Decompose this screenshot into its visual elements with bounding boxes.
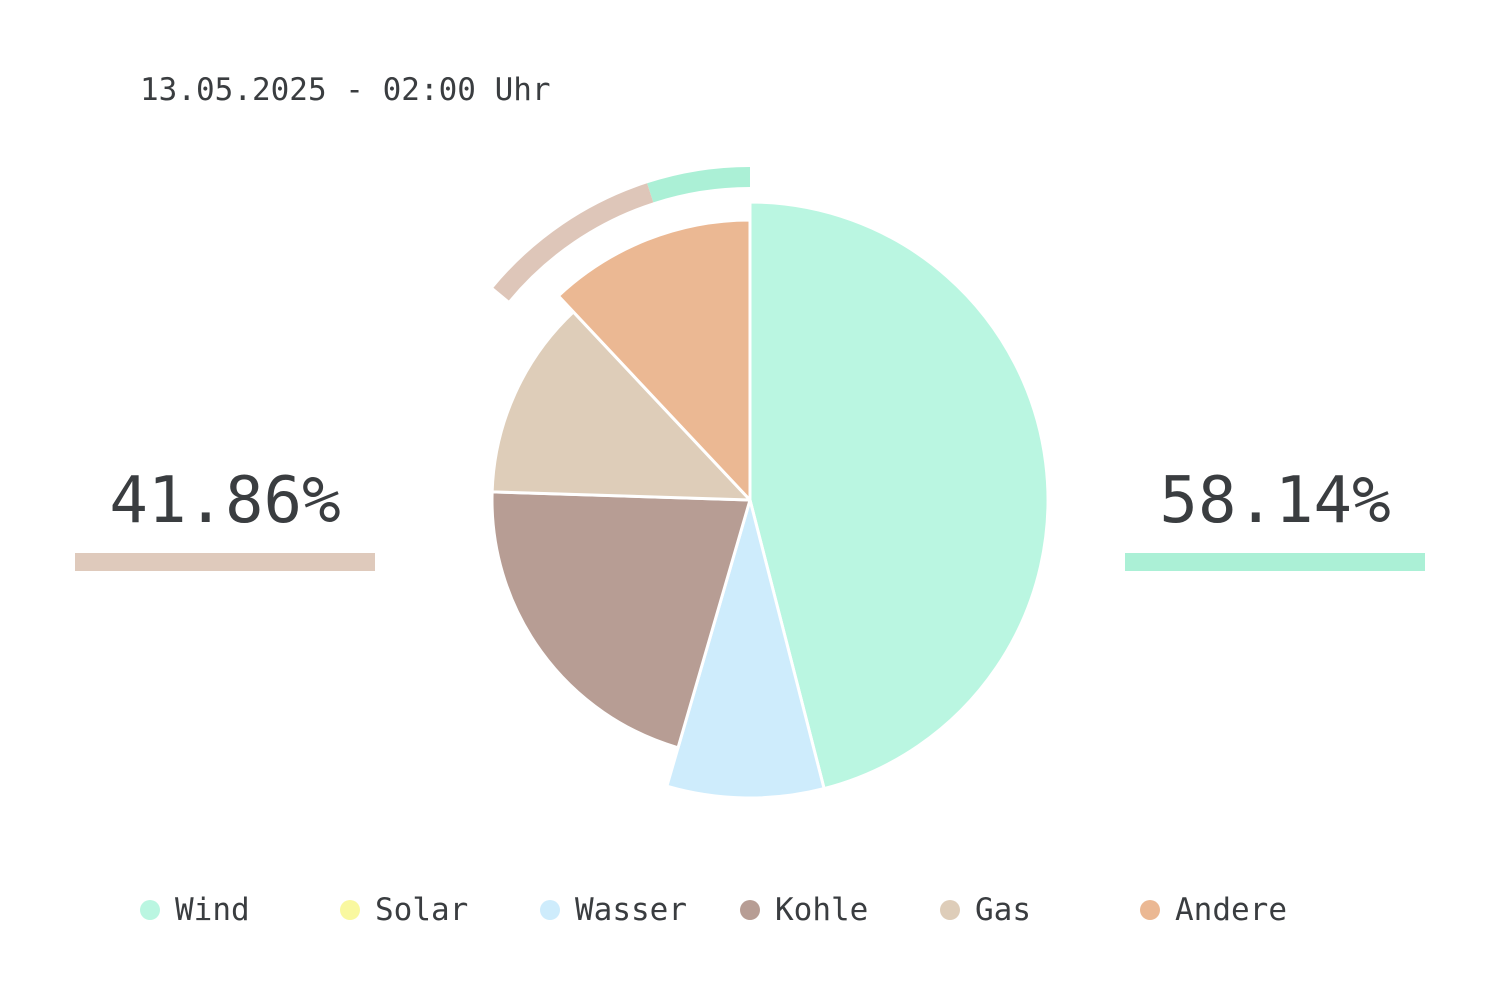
legend-dot [740,900,760,920]
legend-dot [140,900,160,920]
chart-legend: Wind Solar Wasser Kohle Gas Andere [140,890,1400,930]
pie-slice-kohle [490,490,752,750]
pie-slice-andere [556,218,752,502]
left-share-bar [75,553,375,571]
legend-item-andere: Andere [1140,890,1287,930]
right-share-bar [1125,553,1425,571]
pie-slice-gas [490,310,752,502]
legend-item-kohle: Kohle [740,890,868,930]
legend-item-gas: Gas [940,890,1031,930]
legend-dot [940,900,960,920]
legend-label: Wind [175,892,250,928]
legend-label: Gas [975,892,1031,928]
right-share-block: 58.14% [1125,462,1425,571]
left-share-value: 41.86% [109,464,341,538]
outer-arc-gas [493,183,654,301]
legend-item-solar: Solar [340,890,468,930]
legend-label: Solar [375,892,469,928]
legend-label: Wasser [575,892,687,928]
legend-dot [1140,900,1160,920]
pie-slice-wind [748,200,1050,791]
outer-arc-wind [647,167,751,203]
legend-item-wasser: Wasser [540,890,687,930]
left-share-block: 41.86% [75,462,375,571]
right-share-value: 58.14% [1159,464,1391,538]
legend-dot [540,900,560,920]
chart-timestamp: 13.05.2025 - 02:00 Uhr [140,72,551,108]
legend-dot [340,900,360,920]
legend-label: Andere [1175,892,1287,928]
pie-slice-wasser [665,498,826,800]
legend-label: Kohle [775,892,869,928]
legend-item-wind: Wind [140,890,250,930]
